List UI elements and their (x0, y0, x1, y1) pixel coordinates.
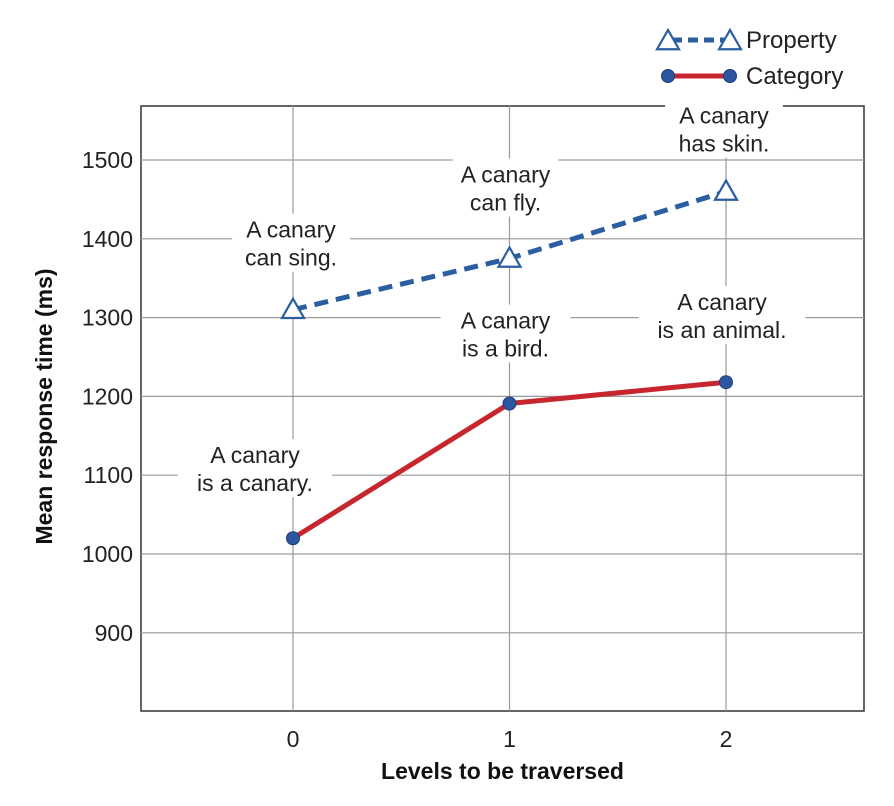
annotation-bg (440, 304, 571, 363)
annotation-text: A canary (210, 442, 300, 468)
annotation-bg (452, 158, 559, 217)
x-axis-title: Levels to be traversed (381, 758, 624, 784)
annotation-text: A canary (677, 289, 767, 315)
y-tick-label: 900 (95, 620, 133, 646)
marker-category (502, 396, 517, 411)
legend: Property Category (655, 27, 843, 90)
legend-label: Property (746, 27, 837, 54)
legend-marker (661, 69, 675, 83)
x-tick-label: 0 (287, 726, 300, 752)
annotation-bg (665, 99, 783, 158)
marker-category (719, 375, 733, 390)
y-tick-labels: 900 1000 1100 1200 1300 1400 1500 (82, 147, 133, 646)
legend-item-category: Category (661, 63, 843, 90)
x-tick-label: 1 (503, 726, 516, 752)
annotation-text: can fly. (470, 190, 541, 216)
y-tick-label: 1000 (82, 541, 133, 567)
legend-marker (723, 69, 737, 83)
annotation-text: is an animal. (657, 317, 786, 343)
y-axis-title: Mean response time (ms) (31, 268, 57, 544)
annotation-text: can sing. (245, 245, 337, 271)
marker-category (286, 531, 300, 546)
annotation-text: A canary (461, 307, 551, 333)
y-tick-label: 1300 (82, 305, 133, 331)
marker-property (713, 178, 739, 201)
annotation-text: is a canary. (197, 470, 313, 496)
annotation-bg (232, 213, 350, 272)
marker-property (496, 245, 523, 268)
y-tick-label: 1500 (82, 147, 133, 173)
y-tick-label: 1100 (84, 462, 133, 488)
annotation-text: A canary (679, 103, 769, 129)
annotation-text: A canary (461, 162, 551, 188)
marker-property (280, 296, 306, 320)
legend-marker (717, 27, 743, 51)
annotation-text: is a bird. (462, 335, 549, 361)
annotation-text: A canary (246, 217, 336, 243)
y-tick-label: 1200 (82, 383, 133, 409)
annotation-text: has skin. (679, 131, 770, 157)
y-tick-label: 1400 (82, 226, 133, 252)
x-tick-label: 2 (720, 726, 733, 752)
series-markers (280, 178, 739, 546)
legend-marker (655, 27, 681, 51)
legend-item-property: Property (655, 27, 837, 54)
legend-label: Category (746, 63, 843, 90)
annotation-bg (638, 286, 806, 345)
x-tick-labels: 0 1 2 (287, 726, 733, 752)
annotation-bg (177, 439, 333, 498)
